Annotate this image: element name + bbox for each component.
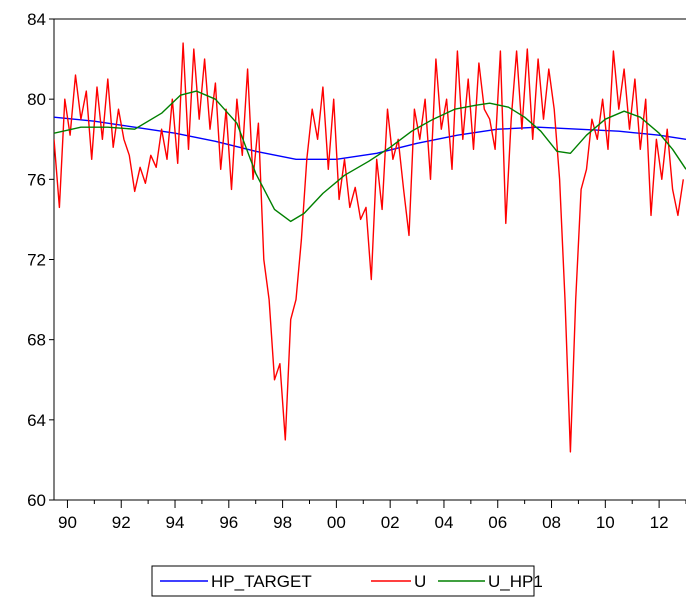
legend-label-hp-target: HP_TARGET — [211, 572, 312, 591]
x-tick-label: 06 — [488, 513, 507, 532]
x-tick-label: 98 — [273, 513, 292, 532]
y-tick-label: 76 — [27, 170, 46, 189]
legend-label-u-hp1: U_HP1 — [488, 572, 543, 591]
y-tick-label: 64 — [27, 411, 46, 430]
x-tick-label: 08 — [542, 513, 561, 532]
x-tick-label: 90 — [58, 513, 77, 532]
legend-label-u: U — [414, 572, 426, 591]
series-line-u — [54, 42, 684, 453]
legend: HP_TARGET U U_HP1 — [151, 565, 543, 597]
x-tick-label: 00 — [327, 513, 346, 532]
y-tick-label: 68 — [27, 331, 46, 350]
x-tick-label: 12 — [650, 513, 669, 532]
y-axis: 60 64 68 72 76 80 84 — [27, 10, 54, 510]
y-tick-label: 84 — [27, 10, 46, 29]
series-layer — [54, 42, 686, 453]
x-tick-label: 04 — [434, 513, 453, 532]
x-tick-label: 96 — [219, 513, 238, 532]
series-line-u-hp1 — [54, 90, 686, 223]
x-tick-label: 92 — [112, 513, 131, 532]
y-tick-label: 60 — [27, 491, 46, 510]
x-tick-label: 10 — [596, 513, 615, 532]
x-tick-label: 94 — [166, 513, 185, 532]
y-tick-label: 80 — [27, 90, 46, 109]
x-axis: 90 92 94 96 98 00 02 04 06 08 10 12 — [58, 500, 686, 532]
x-tick-label: 02 — [381, 513, 400, 532]
y-tick-label: 72 — [27, 251, 46, 270]
